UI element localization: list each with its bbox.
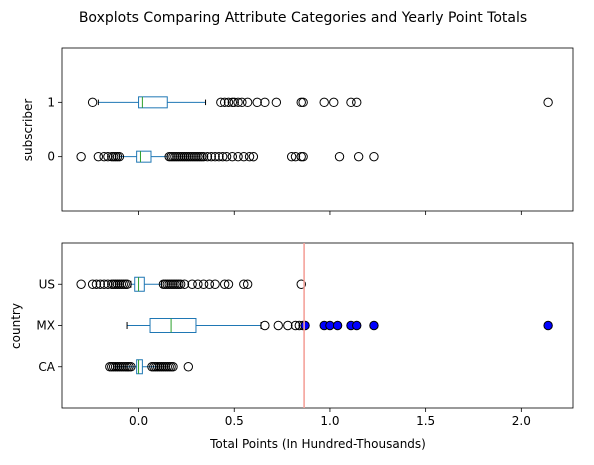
country-MX-outlier (283, 320, 293, 331)
subscriber-0-outlier (239, 151, 249, 162)
subscriber-0-outlier (298, 151, 308, 162)
country-CA-outlier (183, 362, 194, 372)
subscriber-1-outlier (242, 97, 253, 108)
y-tick-label: US (39, 277, 55, 291)
subscriber-1-outlier (296, 97, 306, 108)
subscriber-1-outlier (352, 97, 362, 108)
country-US-outlier (179, 279, 190, 289)
country-MX-highlighted-outlier (325, 320, 335, 331)
subscriber-0-outlier (286, 151, 297, 162)
subscriber-0-outlier (233, 151, 243, 162)
country-US-outlier (187, 279, 197, 289)
x-tick-label: 0.5 (225, 414, 244, 428)
country-US-outlier (91, 279, 102, 289)
subscriber-0-outlier (93, 151, 104, 162)
x-tick-label: 0.0 (129, 414, 148, 428)
subscriber-0-outlier (76, 151, 86, 162)
chart-marks: 0 1 0.0 0.5 1.0 1.5 2.0 CA MX US (36, 47, 574, 428)
country-US-outlier (87, 279, 98, 289)
subscriber-1-outlier (260, 97, 270, 108)
country-CA-outlier (168, 362, 178, 372)
country-US-outlier (95, 279, 105, 289)
subscriber-1-outlier (543, 97, 553, 108)
country-MX-highlighted-outlier (543, 320, 553, 331)
subscriber-0-outlier (290, 151, 301, 162)
subscriber-1-outlier (271, 97, 282, 108)
country-CA-box (136, 359, 143, 375)
x-tick-label: 2.0 (512, 414, 531, 428)
subscriber-0-outlier (210, 151, 220, 162)
subscriber-1-outlier (319, 97, 329, 108)
country-US-outlier (219, 279, 230, 289)
subscriber-0-outlier (114, 151, 125, 162)
subscriber-0-outlier (103, 151, 113, 162)
y-tick-label: 0 (47, 150, 55, 164)
subscriber-1-outlier (87, 97, 98, 108)
country-MX-box (149, 318, 197, 333)
country-CA-outlier (126, 362, 136, 372)
subscriber-0-outlier (218, 151, 228, 162)
subscriber-1-outlier (229, 97, 239, 108)
x-tick-label: 1.5 (416, 414, 435, 428)
subscriber-1-outlier (216, 97, 226, 108)
subscriber-0-outlier (206, 151, 216, 162)
country-MX-highlighted-outlier (369, 320, 379, 331)
y-tick-label: MX (36, 319, 55, 333)
country-US-outlier (99, 279, 109, 289)
y-axis-label-country: country (9, 303, 23, 349)
country-MX-outlier (273, 320, 283, 331)
country-US-outlier (193, 279, 203, 289)
country-US-outlier (198, 279, 209, 289)
country-MX-highlighted-outlier (352, 320, 362, 331)
subscriber-0-outlier (227, 151, 238, 162)
subscriber-1-outlier (298, 97, 308, 108)
subscriber-0-outlier (99, 151, 109, 162)
country-US-box (134, 276, 145, 292)
country-MX-highlighted-outlier (332, 320, 343, 331)
chart-title: Boxplots Comparing Attribute Categories … (79, 10, 527, 26)
subscriber-1-outlier (237, 97, 247, 108)
y-tick-label: CA (38, 360, 55, 374)
subscriber-0-outlier (369, 151, 379, 162)
subscriber-0-outlier (248, 151, 259, 162)
subscriber-0-outlier (198, 151, 209, 162)
subscriber-1-outlier (219, 97, 230, 108)
country-US-outlier (122, 279, 132, 289)
country-US-outlier (239, 279, 249, 289)
country-US-outlier (210, 279, 220, 289)
subscriber-0-box (136, 150, 152, 163)
subscriber-0-outlier (353, 151, 364, 162)
subscriber-1-outlier (346, 97, 356, 108)
country-US-outlier (242, 279, 253, 289)
country-MX-highlighted-outlier (300, 320, 310, 331)
subscriber-1-outlier (252, 97, 262, 108)
y-tick-label: 1 (47, 95, 55, 109)
country-US-outlier (204, 279, 215, 289)
country-US-outlier (175, 279, 186, 289)
country-MX-outlier (290, 320, 301, 331)
country-US-outlier (296, 279, 306, 289)
country-US-outlier (223, 279, 234, 289)
subscriber-0-outlier (296, 151, 306, 162)
subscriber-0-outlier (214, 151, 224, 162)
subscriber-0-outlier (244, 151, 255, 162)
subscriber-panel-frame (61, 47, 574, 212)
subscriber-1-outlier (233, 97, 243, 108)
subscriber-1-outlier (223, 97, 234, 108)
subscriber-1-outlier (329, 97, 339, 108)
country-US-outlier (103, 279, 113, 289)
subscriber-0-outlier (221, 151, 232, 162)
country-MX-outlier (260, 320, 270, 331)
subscriber-0-outlier (334, 151, 345, 162)
x-axis-label: Total Points (In Hundred-Thousands) (209, 437, 426, 451)
country-US-outlier (76, 279, 86, 289)
subscriber-0-outlier (202, 151, 213, 162)
x-tick-label: 1.0 (320, 414, 339, 428)
y-axis-label-subscriber: subscriber (21, 99, 35, 162)
subscriber-1-box (138, 96, 168, 109)
